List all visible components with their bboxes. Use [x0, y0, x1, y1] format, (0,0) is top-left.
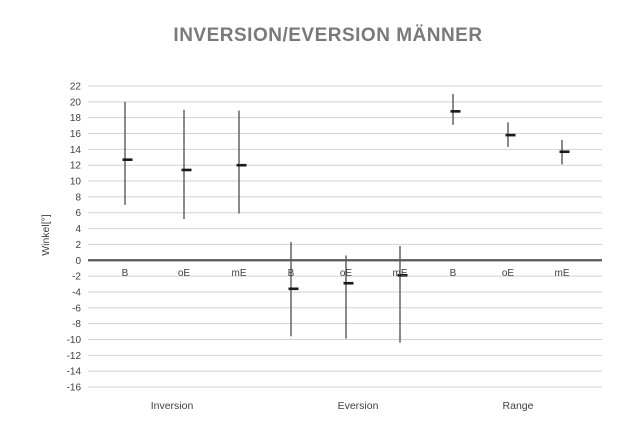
- chart-title: INVERSION/EVERSION MÄNNER: [173, 25, 483, 46]
- category-label: B: [122, 268, 129, 279]
- y-tick-label: 12: [70, 161, 82, 172]
- category-label: oE: [502, 268, 515, 279]
- y-tick-label: 8: [75, 192, 81, 203]
- y-tick-label: 18: [70, 113, 82, 124]
- mean-marker-range-b: [450, 110, 461, 113]
- y-tick-label: 20: [70, 97, 82, 108]
- y-tick-label: 6: [75, 208, 81, 219]
- y-tick-label: 10: [70, 177, 82, 188]
- category-label: mE: [393, 268, 408, 279]
- mean-marker-eversion-me: [397, 274, 408, 277]
- y-tick-label: 22: [70, 82, 82, 93]
- category-label: oE: [178, 268, 191, 279]
- y-tick-label: -8: [72, 319, 81, 330]
- category-label: oE: [340, 268, 353, 279]
- mean-marker-eversion-b: [288, 287, 299, 291]
- y-tick-label: -2: [72, 272, 81, 283]
- y-tick-label: -10: [67, 335, 82, 346]
- y-tick-label: 14: [70, 145, 82, 156]
- y-tick-label: 4: [75, 224, 81, 235]
- mean-marker-range-oe: [505, 133, 516, 137]
- y-tick-label: 0: [75, 256, 81, 267]
- category-label: B: [288, 268, 295, 279]
- mean-marker-range-me: [559, 150, 570, 154]
- mean-marker-inversion-b: [122, 158, 133, 161]
- category-label: mE: [232, 268, 247, 279]
- y-tick-label: -16: [67, 383, 82, 394]
- mean-marker-inversion-oe: [181, 168, 192, 172]
- y-tick-label: -12: [67, 351, 82, 362]
- category-label: B: [450, 268, 457, 279]
- y-tick-label: 2: [75, 240, 81, 251]
- y-tick-label: -14: [67, 367, 82, 378]
- mean-marker-inversion-me: [236, 163, 247, 167]
- group-label-inversion: Inversion: [151, 400, 194, 412]
- y-tick-label: -6: [72, 303, 81, 314]
- group-label-eversion: Eversion: [338, 400, 379, 412]
- mean-marker-eversion-oe: [343, 281, 354, 285]
- y-tick-label: 16: [70, 129, 82, 140]
- y-tick-label: -4: [72, 287, 81, 298]
- group-label-range: Range: [503, 400, 534, 412]
- category-label: mE: [555, 268, 570, 279]
